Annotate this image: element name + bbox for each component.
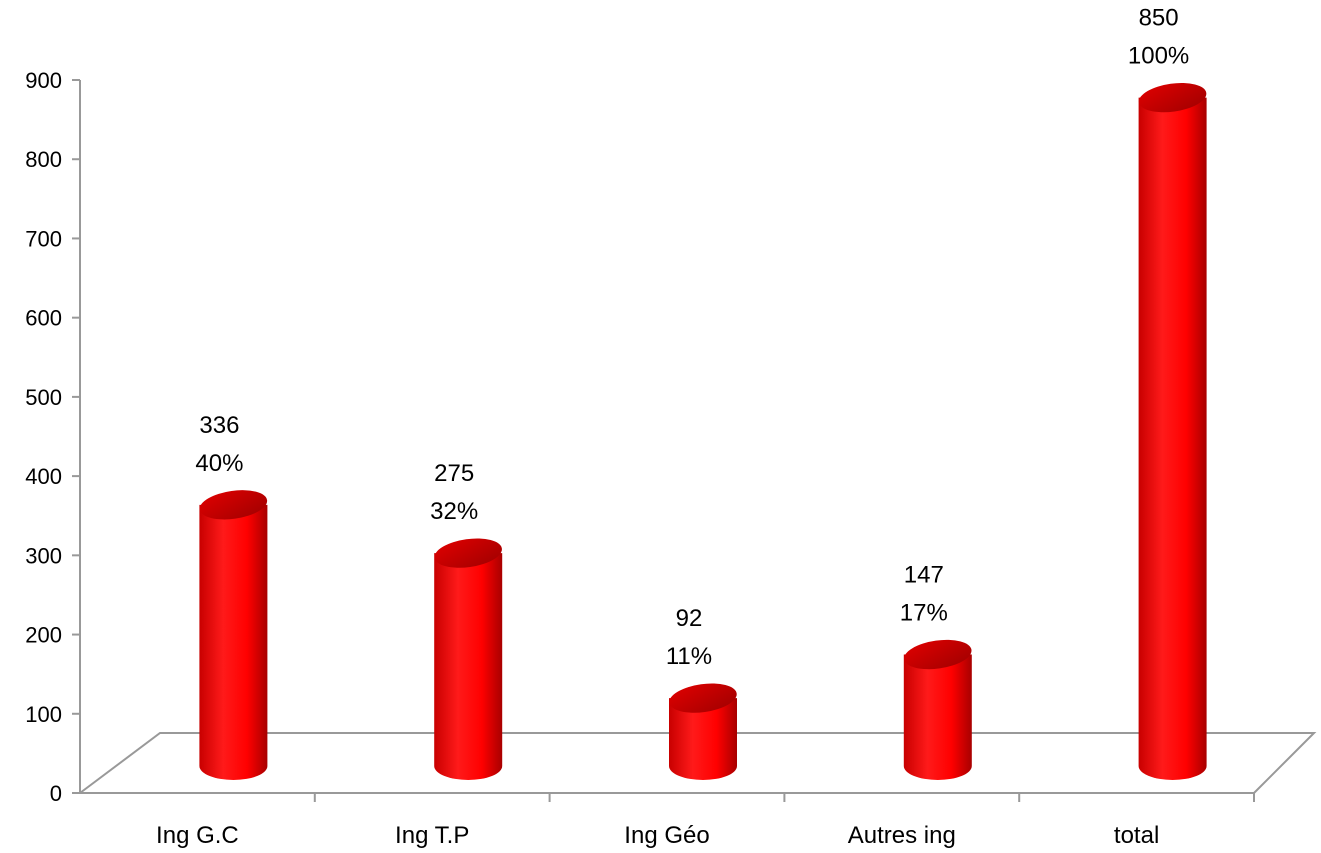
x-category-label: total (1114, 822, 1159, 849)
bar-top (669, 683, 737, 713)
bar-1 (199, 490, 268, 780)
bar-2 (434, 538, 503, 780)
y-tick-label: 600 (25, 306, 62, 331)
data-label-percent: 11% (666, 643, 712, 670)
data-label-percent: 100% (1128, 43, 1189, 70)
bar-body (903, 654, 972, 780)
chart-bars (199, 82, 1207, 781)
y-tick-label: 700 (25, 226, 62, 251)
y-tick-label: 500 (25, 385, 62, 410)
y-tick-label: 400 (25, 464, 62, 489)
data-label-percent: 17% (900, 600, 948, 627)
chart-labels: 336 40% 275 32% 92 11% 147 17% 850 100% (195, 5, 1189, 671)
bar-body (1138, 97, 1207, 781)
y-tick-label: 900 (25, 68, 62, 93)
x-category-label: Ing G.C (156, 822, 239, 849)
x-category-label: Ing Géo (624, 822, 709, 849)
bar-body (669, 698, 737, 780)
y-tick-label: 0 (50, 781, 62, 806)
data-label-value: 147 (904, 562, 944, 589)
x-category-label: Ing T.P (395, 822, 469, 849)
chart-axes: 0 100 200 300 400 500 600 700 800 900 Ing G.C Ing T… (25, 68, 1255, 849)
y-tick-label: 800 (25, 147, 62, 172)
y-tick-label: 200 (25, 623, 62, 648)
y-tick-label: 300 (25, 543, 62, 568)
data-label-value: 850 (1139, 5, 1179, 32)
data-label-value: 336 (199, 412, 239, 439)
data-label-percent: 40% (195, 450, 243, 477)
bar-top (199, 490, 268, 520)
bar-4 (903, 639, 972, 780)
bar-body (434, 553, 503, 780)
data-label-percent: 32% (430, 498, 478, 525)
bar-top (1138, 82, 1207, 113)
y-tick-label: 100 (25, 702, 62, 727)
bar-top (434, 538, 502, 568)
bar-top (904, 639, 972, 670)
data-label-value: 92 (676, 605, 703, 632)
data-label-value: 275 (434, 460, 474, 487)
bar-body (199, 504, 268, 780)
bar-3 (669, 683, 737, 780)
x-category-label: Autres ing (848, 822, 956, 849)
bar-5 (1138, 82, 1207, 781)
